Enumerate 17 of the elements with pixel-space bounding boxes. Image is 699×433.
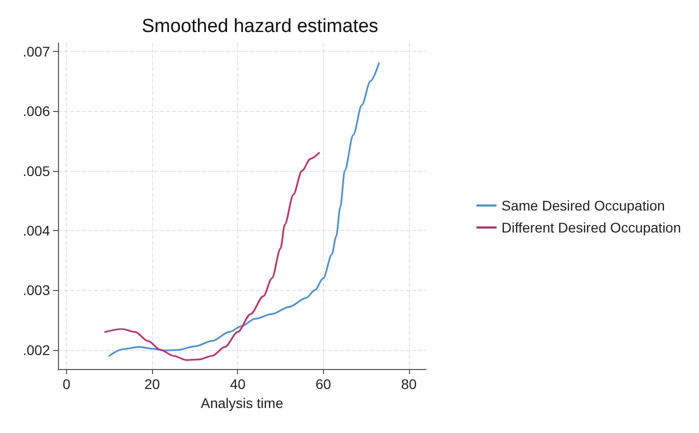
legend-label: Different Desired Occupation: [502, 220, 681, 236]
x-tick-label: 80: [401, 376, 417, 392]
legend-label: Same Desired Occupation: [502, 198, 665, 214]
x-tick-label: 20: [144, 376, 160, 392]
y-tick-label: .007: [22, 43, 50, 60]
x-tick-label: 60: [316, 376, 332, 392]
y-tick-label: .004: [22, 222, 50, 238]
y-tick-label: .006: [22, 103, 50, 120]
chart-title: Smoothed hazard estimates: [142, 16, 378, 37]
y-tick-label: .003: [22, 282, 50, 298]
y-tick-label: .005: [22, 162, 50, 179]
x-tick-label: 0: [62, 376, 71, 392]
line-series: [108, 62, 380, 357]
y-tick-label: .002: [22, 342, 50, 358]
x-axis-title: Analysis time: [200, 394, 284, 411]
line-series: [104, 152, 320, 361]
x-tick-label: 40: [230, 376, 246, 392]
